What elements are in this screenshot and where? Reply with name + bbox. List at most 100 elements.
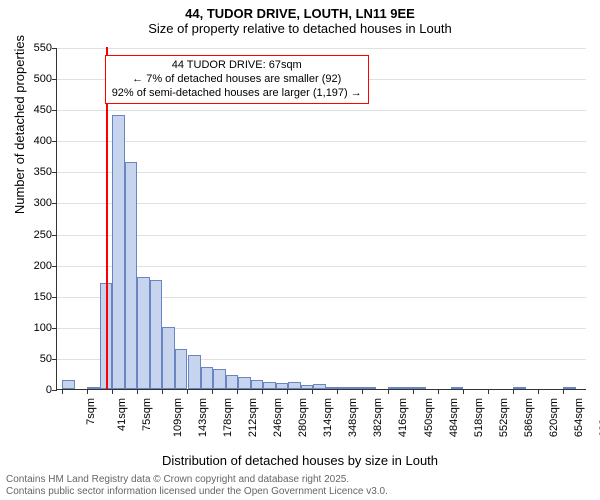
- x-tick-label: 246sqm: [272, 398, 284, 437]
- histogram-bar: [301, 385, 314, 389]
- y-tick-label: 500: [30, 73, 52, 85]
- histogram-bar: [338, 387, 351, 389]
- annotation-line: ← 7% of detached houses are smaller (92): [112, 72, 362, 86]
- x-tick-label: 75sqm: [141, 398, 153, 431]
- y-tick-label: 250: [30, 229, 52, 241]
- chart-title-main: 44, TUDOR DRIVE, LOUTH, LN11 9EE: [0, 0, 600, 21]
- histogram-bar: [238, 377, 251, 389]
- y-tick-mark: [52, 297, 57, 298]
- y-tick-label: 350: [30, 166, 52, 178]
- y-axis-label: Number of detached properties: [12, 35, 27, 214]
- y-tick-mark: [52, 172, 57, 173]
- histogram-bar: [451, 387, 464, 389]
- y-tick-label: 300: [30, 197, 52, 209]
- x-tick-label: 143sqm: [197, 398, 209, 437]
- plot-region: 44 TUDOR DRIVE: 67sqm← 7% of detached ho…: [56, 48, 586, 390]
- histogram-bar: [112, 115, 125, 389]
- y-tick-label: 200: [30, 260, 52, 272]
- x-tick-label: 178sqm: [222, 398, 234, 437]
- histogram-bar: [87, 387, 100, 389]
- x-tick-label: 518sqm: [473, 398, 485, 437]
- x-tick-mark: [162, 389, 163, 394]
- y-tick-label: 550: [30, 42, 52, 54]
- x-tick-mark: [488, 389, 489, 394]
- x-tick-label: 450sqm: [423, 398, 435, 437]
- y-tick-mark: [52, 110, 57, 111]
- y-tick-mark: [52, 235, 57, 236]
- x-tick-mark: [187, 389, 188, 394]
- x-tick-mark: [513, 389, 514, 394]
- histogram-bar: [201, 367, 214, 389]
- histogram-bar: [276, 383, 289, 389]
- y-tick-label: 150: [30, 291, 52, 303]
- histogram-bar: [513, 387, 526, 389]
- x-tick-mark: [62, 389, 63, 394]
- histogram-bar: [150, 280, 163, 389]
- y-tick-label: 0: [30, 384, 52, 396]
- histogram-bar: [188, 355, 201, 389]
- annotation-box: 44 TUDOR DRIVE: 67sqm← 7% of detached ho…: [105, 55, 369, 104]
- grid-line: [57, 141, 586, 142]
- histogram-bar: [125, 162, 138, 389]
- x-tick-label: 280sqm: [298, 398, 310, 437]
- histogram-bar: [162, 327, 175, 389]
- annotation-line: 92% of semi-detached houses are larger (…: [112, 86, 362, 100]
- y-tick-mark: [52, 141, 57, 142]
- x-tick-mark: [438, 389, 439, 394]
- histogram-bar: [137, 277, 150, 389]
- chart-title-sub: Size of property relative to detached ho…: [0, 21, 600, 40]
- x-tick-label: 109sqm: [172, 398, 184, 437]
- y-tick-mark: [52, 48, 57, 49]
- y-tick-mark: [52, 203, 57, 204]
- chart-area: 44 TUDOR DRIVE: 67sqm← 7% of detached ho…: [56, 48, 586, 390]
- x-tick-mark: [337, 389, 338, 394]
- histogram-bar: [563, 387, 576, 389]
- x-tick-mark: [87, 389, 88, 394]
- y-tick-mark: [52, 266, 57, 267]
- histogram-bar: [401, 387, 414, 389]
- x-tick-label: 348sqm: [348, 398, 360, 437]
- y-tick-mark: [52, 390, 57, 391]
- x-tick-label: 654sqm: [573, 398, 585, 437]
- y-tick-label: 50: [30, 353, 52, 365]
- footer-line-1: Contains HM Land Registry data © Crown c…: [6, 474, 388, 486]
- histogram-bar: [313, 384, 326, 389]
- histogram-bar: [363, 387, 376, 389]
- histogram-bar: [213, 369, 226, 389]
- histogram-bar: [251, 380, 264, 389]
- histogram-bar: [413, 387, 426, 389]
- x-tick-mark: [212, 389, 213, 394]
- x-tick-label: 212sqm: [247, 398, 259, 437]
- histogram-bar: [226, 375, 239, 389]
- y-tick-label: 450: [30, 104, 52, 116]
- x-tick-mark: [563, 389, 564, 394]
- grid-line: [57, 48, 586, 49]
- x-tick-mark: [538, 389, 539, 394]
- histogram-bar: [326, 387, 339, 389]
- x-tick-label: 620sqm: [548, 398, 560, 437]
- x-tick-mark: [388, 389, 389, 394]
- x-tick-mark: [362, 389, 363, 394]
- x-tick-label: 552sqm: [498, 398, 510, 437]
- x-tick-mark: [413, 389, 414, 394]
- histogram-bar: [263, 382, 276, 389]
- histogram-bar: [175, 349, 188, 389]
- x-axis-label: Distribution of detached houses by size …: [0, 453, 600, 468]
- x-tick-label: 586sqm: [523, 398, 535, 437]
- x-tick-mark: [237, 389, 238, 394]
- y-tick-mark: [52, 328, 57, 329]
- x-tick-mark: [463, 389, 464, 394]
- x-tick-label: 382sqm: [373, 398, 385, 437]
- grid-line: [57, 110, 586, 111]
- x-tick-mark: [262, 389, 263, 394]
- footer-attribution: Contains HM Land Registry data © Crown c…: [6, 474, 388, 498]
- x-tick-label: 7sqm: [85, 398, 97, 425]
- x-tick-mark: [112, 389, 113, 394]
- footer-line-2: Contains public sector information licen…: [6, 486, 388, 498]
- x-tick-label: 416sqm: [398, 398, 410, 437]
- annotation-line: 44 TUDOR DRIVE: 67sqm: [112, 58, 362, 72]
- x-tick-label: 41sqm: [116, 398, 128, 431]
- histogram-bar: [62, 380, 75, 389]
- histogram-bar: [351, 387, 364, 389]
- y-tick-label: 100: [30, 322, 52, 334]
